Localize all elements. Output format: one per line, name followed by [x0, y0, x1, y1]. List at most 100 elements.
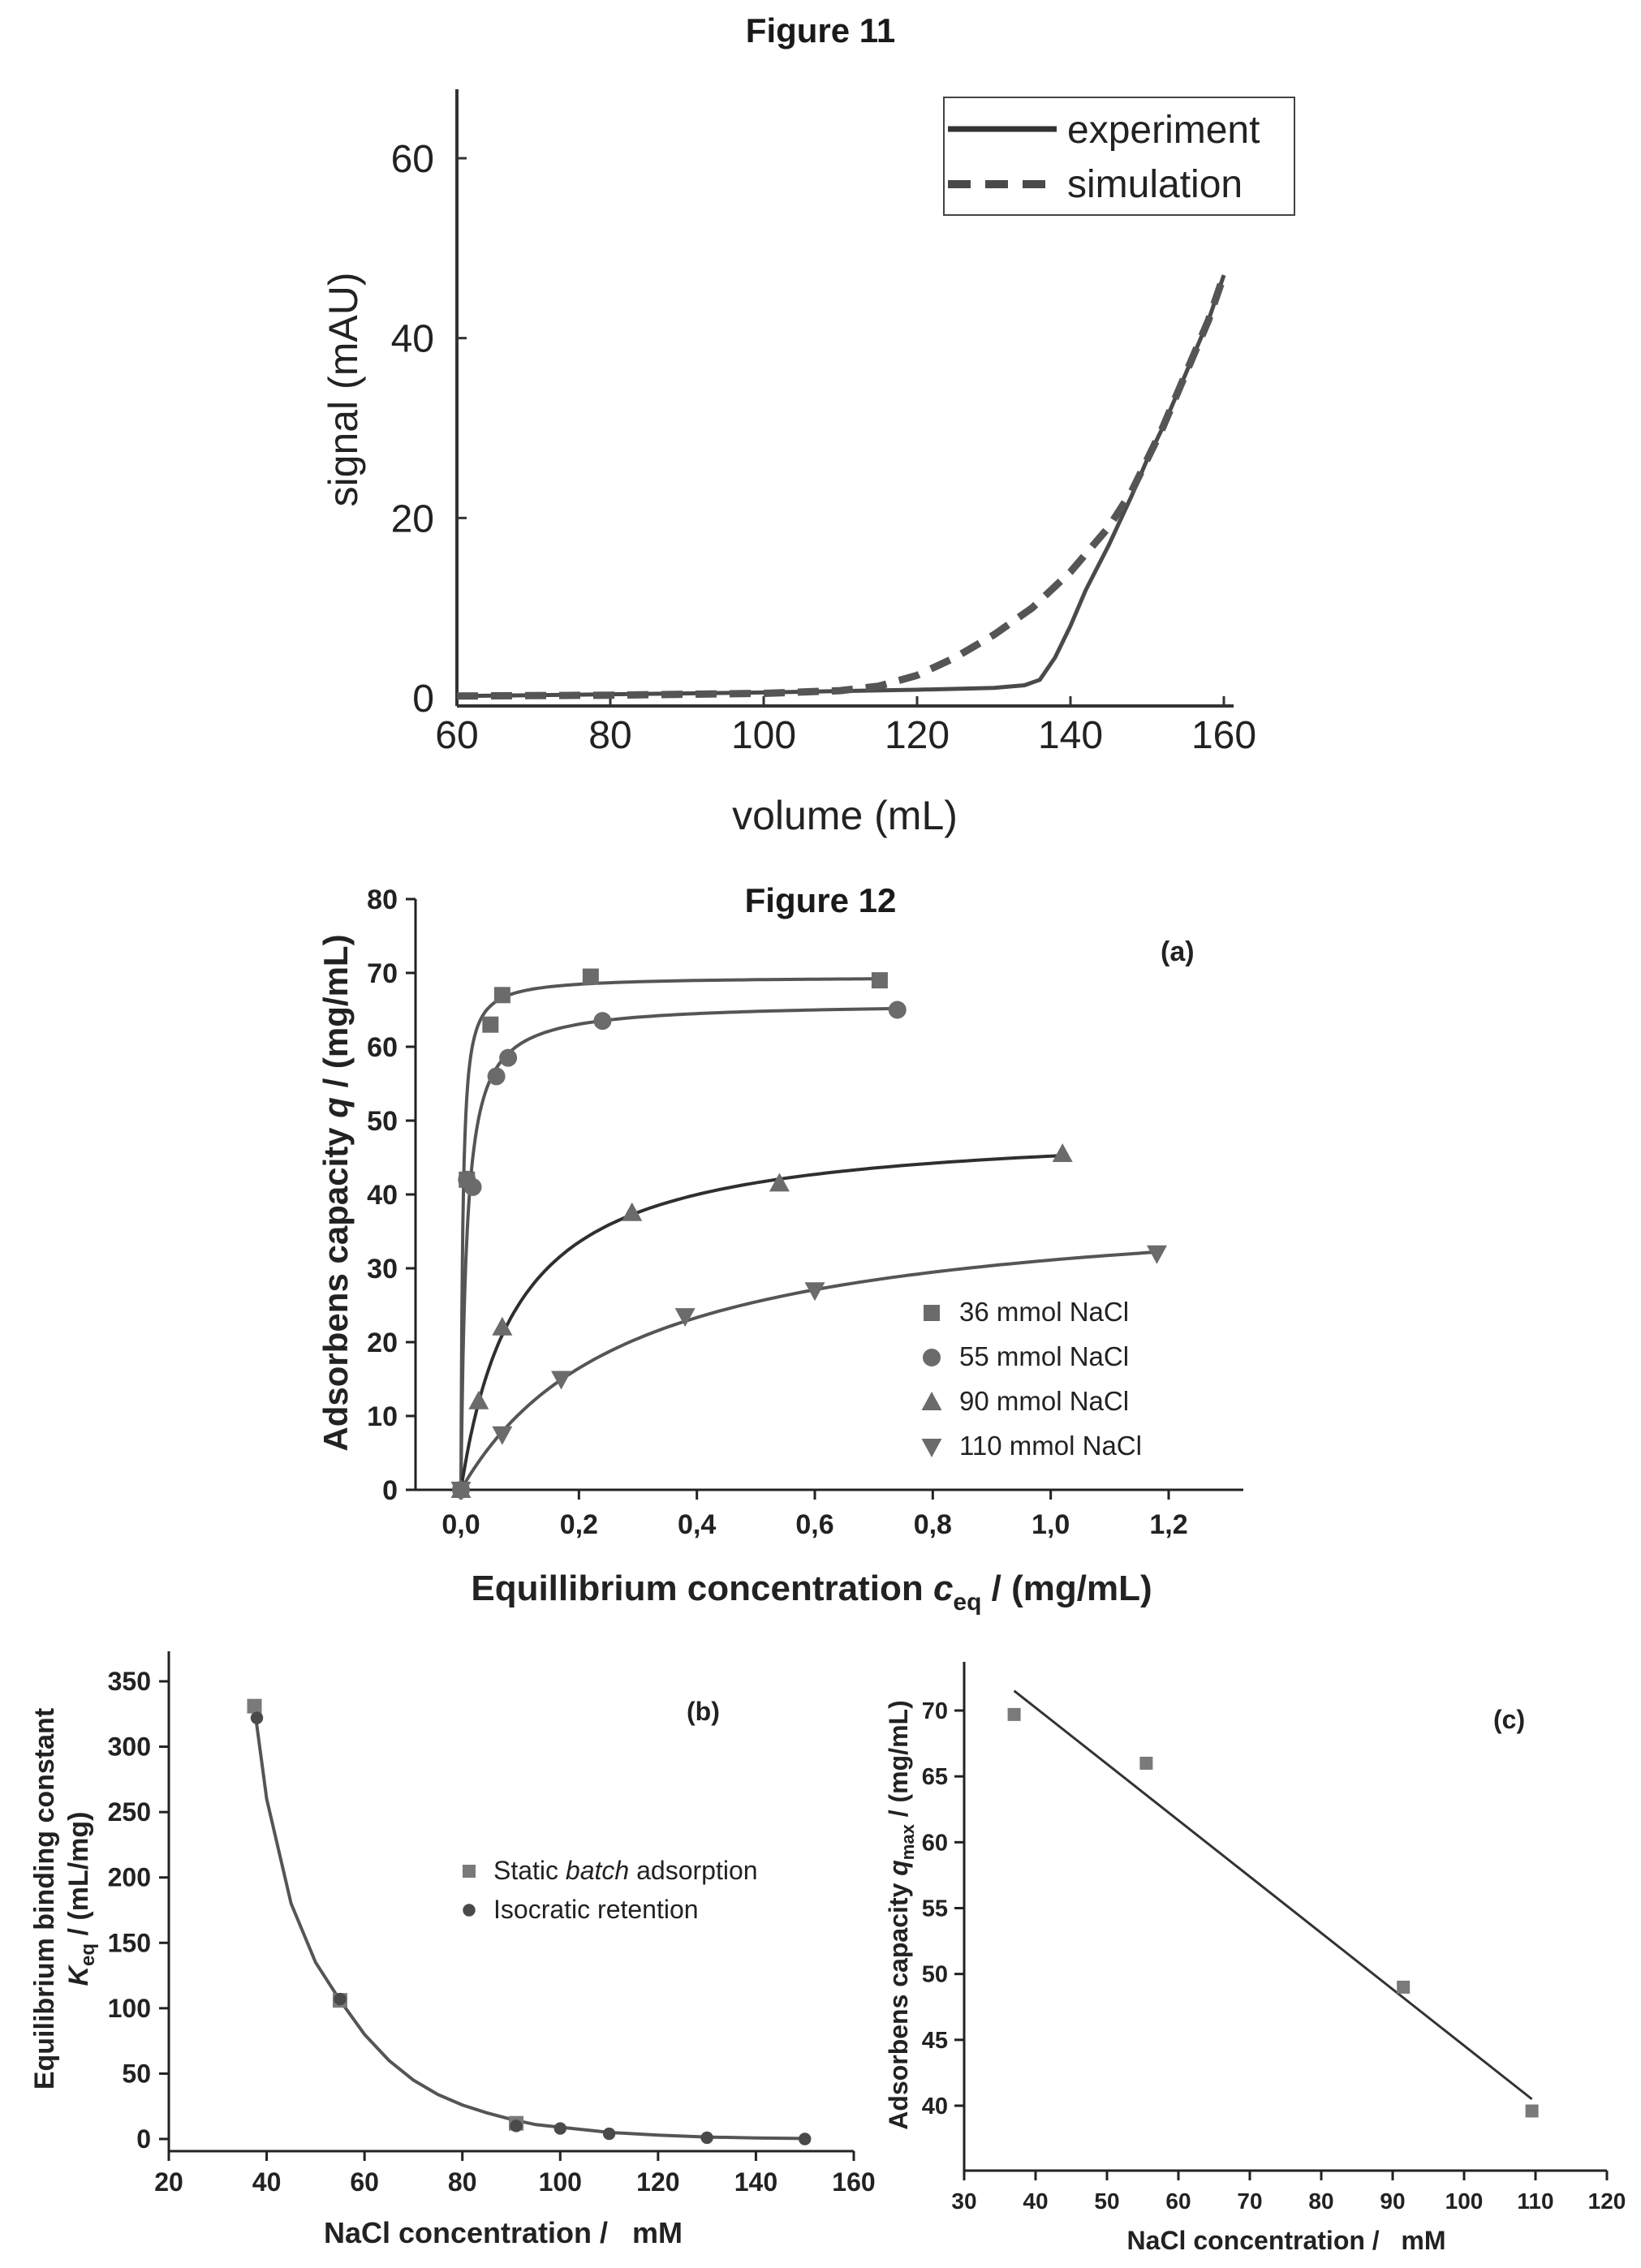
fig12c-fit-line	[1013, 1689, 1533, 2101]
fig11-x-tick-label-2: 100	[731, 714, 796, 757]
fig12a-point-s2-5	[1052, 1143, 1073, 1162]
fig12c-point-0	[1007, 1707, 1021, 1721]
figure11-chart: 60 80 100 120 140 160 0 20 40 60 volume (mL) sig…	[321, 89, 1295, 838]
figure12c-chart: 30 40 50 60 70 80 90 100 110 120 40 45 50 55 60 65 70 (…	[884, 1662, 1626, 2255]
fig12a-y-tick-label-2: 20	[367, 1328, 398, 1358]
fig12b-x-tick-label-7: 160	[832, 2167, 875, 2197]
fig12c-x-tick-label-4: 70	[1237, 2188, 1262, 2214]
fig12a-point-s0-2	[482, 1016, 499, 1033]
fig12c-y-tick-label-5: 65	[922, 1764, 948, 1790]
fig12c-point-2	[1397, 1980, 1411, 1994]
fig11-legend: experiment simulation	[943, 97, 1295, 216]
fig12b-x-tick-label-6: 140	[734, 2167, 777, 2197]
fig12b-y-tick-label-0: 0	[136, 2124, 151, 2154]
fig11-y-tick-label-0: 0	[412, 678, 434, 721]
fig12a-point-s1-6	[888, 1001, 907, 1019]
fig11-y-tick-label-1: 20	[391, 497, 434, 540]
fig12b-legend-label-0-prefix: Static	[493, 1856, 566, 1885]
fig12b-y-tick-label-3: 150	[108, 1928, 151, 1957]
fig12a-x-ticks: 0,0 0,2 0,4 0,6 0,8 1,0 1,2	[441, 1490, 1188, 1540]
fig12b-x-tick-label-3: 80	[448, 2167, 477, 2197]
fig11-y-tick-label-2: 40	[391, 318, 434, 361]
fig12b-legend-label-0-suffix: adsorption	[629, 1856, 757, 1885]
fig12c-point-3	[1525, 2104, 1539, 2118]
fig12a-point-s0-5	[871, 972, 888, 989]
fig12b-point-s0-0	[247, 1698, 262, 1714]
fig12b-point-s1-3	[553, 2122, 566, 2135]
fig12a-point-s3-5	[1146, 1245, 1167, 1264]
fig12b-legend-label-1-prefix: Isocratic retention	[493, 1895, 699, 1924]
fig12b-point-s1-0	[250, 1711, 264, 1724]
fig12c-series	[1007, 1689, 1539, 2118]
fig12c-x-tick-label-9: 120	[1588, 2188, 1626, 2214]
fig12a-y-tick-label-3: 30	[367, 1254, 398, 1285]
fig12c-y-ticks: 40 45 50 55 60 65 70	[922, 1698, 964, 2120]
fig12a-legend-label-2: 90 mmol NaCl	[959, 1386, 1129, 1416]
fig12a-y-tick-label-5: 50	[367, 1106, 398, 1137]
fig12a-legend-marker-1	[923, 1349, 941, 1366]
fig11-legend-label-simulation: simulation	[1067, 163, 1243, 206]
fig12c-x-axis-label: NaCl concentration / mM	[1127, 2226, 1446, 2255]
fig12a-y-tick-label-1: 10	[367, 1401, 398, 1432]
fig12a-point-s1-2	[463, 1177, 482, 1196]
fig12a-x-axis-label-sub: eq	[953, 1589, 981, 1616]
fig12c-x-tick-label-2: 50	[1094, 2188, 1119, 2214]
fig12b-x-tick-label-2: 60	[350, 2167, 379, 2197]
fig12b-y-axis-label-line1: Equilibrium binding constant	[29, 1708, 60, 2089]
fig12b-x-tick-label-0: 20	[154, 2167, 183, 2197]
fig12a-legend-marker-0	[924, 1305, 940, 1321]
fig12c-y-axis-label-unit: / (mg/mL)	[884, 1700, 913, 1824]
fig11-y-tick-label-3: 60	[391, 138, 434, 181]
fig12a-legend: 36 mmol NaCl 55 mmol NaCl 90 mmol NaCl 110 …	[921, 1297, 1142, 1461]
fig12a-x-axis-label-main: Equillibrium concentration	[471, 1569, 933, 1608]
fig12b-y-tick-label-6: 300	[108, 1732, 151, 1762]
fig12a-x-tick-label-5: 1,0	[1032, 1509, 1070, 1540]
fig12a-point-s3-1	[492, 1426, 513, 1445]
fig12c-x-tick-label-8: 110	[1517, 2188, 1553, 2214]
fig12a-y-tick-label-8: 80	[367, 884, 398, 915]
fig12b-legend-label-1: Isocratic retention	[493, 1895, 699, 1924]
fig12a-point-s2-4	[769, 1173, 790, 1192]
fig11-x-tick-label-4: 140	[1038, 714, 1103, 757]
fig12b-point-s1-4	[602, 2127, 616, 2141]
fig12b-y-tick-label-5: 250	[108, 1797, 151, 1827]
fig12a-point-s2-1	[468, 1390, 489, 1409]
fig12c-panel-label: (c)	[1493, 1705, 1525, 1734]
fig12a-legend-label-0: 36 mmol NaCl	[959, 1297, 1129, 1327]
fig12c-y-tick-label-2: 50	[922, 1962, 948, 1988]
fig12c-x-tick-label-5: 80	[1308, 2188, 1333, 2214]
fig12a-x-axis-label-var: c	[933, 1569, 953, 1608]
fig12a-x-axis-label: Equillibrium concentration ceq / (mg/mL)	[471, 1569, 1152, 1616]
fig12b-legend: Static batch adsorption Isocratic retenti…	[463, 1856, 758, 1924]
fig12a-x-tick-label-4: 0,8	[914, 1509, 952, 1540]
fig12b-legend-label-0-italic: batch	[566, 1856, 629, 1885]
fig12b-point-s1-5	[700, 2131, 713, 2145]
fig12b-point-s1-1	[334, 1992, 347, 2006]
fig12c-x-ticks: 30 40 50 60 70 80 90 100 110 120	[951, 2171, 1626, 2214]
fig12b-y-tick-label-2: 100	[108, 1994, 151, 2023]
fig12a-x-tick-label-2: 0,4	[678, 1509, 716, 1540]
fig12c-point-1	[1139, 1756, 1153, 1770]
fig12b-point-s1-6	[799, 2132, 812, 2145]
fig11-x-tick-label-5: 160	[1191, 714, 1256, 757]
fig12b-fit-curve	[252, 1706, 805, 2141]
fig12a-fit-curve-0	[459, 977, 880, 1491]
fig11-x-axis-label: volume (mL)	[732, 793, 958, 838]
fig11-x-tick-label-3: 120	[885, 714, 950, 757]
fig12b-legend-marker-0	[463, 1865, 476, 1878]
fig12a-legend-marker-3	[921, 1439, 942, 1457]
fig12c-y-tick-label-4: 60	[922, 1830, 948, 1856]
fig12b-x-tick-label-4: 100	[539, 2167, 582, 2197]
fig12b-point-s1-2	[510, 2120, 523, 2132]
fig12b-y-tick-label-1: 50	[122, 2059, 151, 2088]
fig12c-y-axis-label-main: Adsorbens capacity	[884, 1876, 913, 2130]
fig11-x-tick-label-0: 60	[435, 714, 478, 757]
fig12a-x-axis-label-unit: / (mg/mL)	[981, 1569, 1152, 1608]
fig12a-point-s3-0	[450, 1482, 472, 1500]
fig12b-x-ticks: 20 40 60 80 100 120 140 160	[154, 2151, 876, 2197]
fig12b-x-axis-label: NaCl concentration / mM	[324, 2216, 683, 2249]
fig12c-y-tick-label-6: 70	[922, 1698, 948, 1724]
fig12a-y-axis-label-unit: / (mg/mL)	[317, 934, 355, 1097]
fig11-legend-box	[943, 97, 1295, 216]
fig12c-x-tick-label-3: 60	[1165, 2188, 1191, 2214]
